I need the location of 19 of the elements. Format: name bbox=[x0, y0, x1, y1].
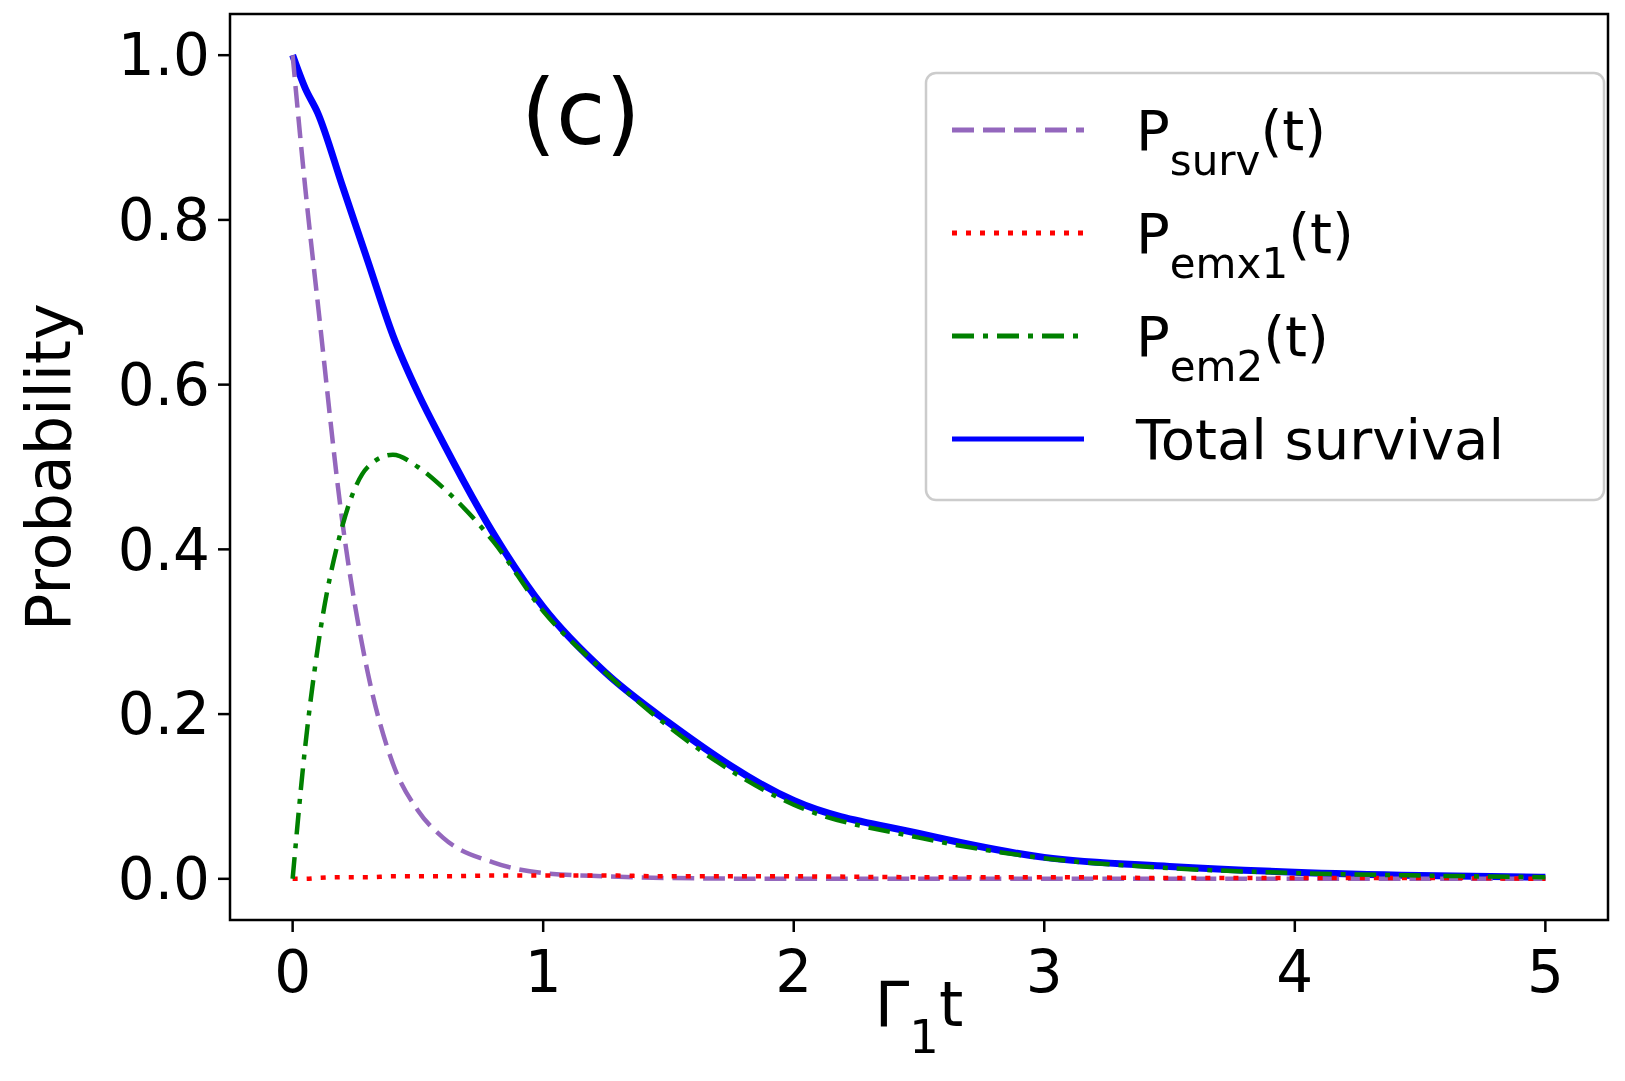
y-tick-label: 0.4 bbox=[117, 515, 210, 584]
y-tick-label: 0.0 bbox=[117, 845, 210, 914]
y-tick-label: 0.2 bbox=[117, 680, 210, 749]
x-tick-label: 5 bbox=[1526, 938, 1564, 1006]
x-tick-label: 1 bbox=[524, 938, 562, 1006]
y-tick-label: 0.6 bbox=[117, 350, 210, 419]
y-tick-label: 1.0 bbox=[117, 21, 210, 90]
x-tick-label: 3 bbox=[1025, 938, 1063, 1006]
annotation: (c) bbox=[520, 60, 641, 166]
y-tick-label: 0.8 bbox=[117, 186, 210, 255]
legend-label: Total survival bbox=[1135, 406, 1504, 472]
x-tick-label: 2 bbox=[775, 938, 813, 1006]
legend-label: P$_{em2}$(t) bbox=[1136, 303, 1329, 391]
x-tick-label: 4 bbox=[1276, 938, 1314, 1006]
x-axis-title: Γ$_{1}$t bbox=[874, 968, 964, 1064]
x-tick-label: 0 bbox=[274, 938, 312, 1006]
y-axis-title: Probability bbox=[12, 303, 85, 631]
legend-label: P$_{surv}$(t) bbox=[1136, 97, 1327, 185]
legend-label: P$_{emx1}$(t) bbox=[1136, 200, 1354, 288]
